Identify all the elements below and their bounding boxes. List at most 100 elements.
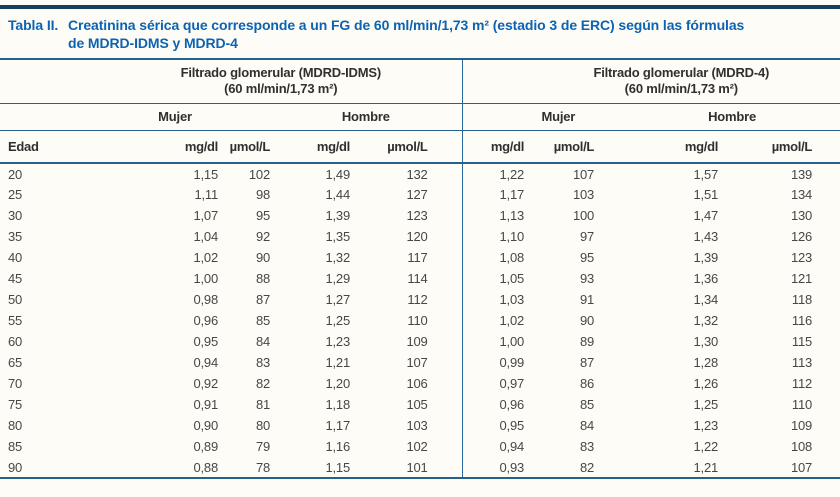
table-row: 30 1,07 95 1,39 123 1,13 100 1,47 130 <box>0 205 840 226</box>
cell-value: 130 <box>790 208 813 223</box>
cell-value: 117 <box>407 250 428 265</box>
cell-edad: 80 <box>8 418 23 433</box>
cell-value: 83 <box>255 355 270 370</box>
cell-value: 1,23 <box>325 334 350 349</box>
column-header-row: Edad mg/dl µmol/L mg/dl µmol/L mg/dl µmo… <box>0 130 840 163</box>
cell-edad: 50 <box>8 292 23 307</box>
cell-value: 89 <box>579 334 595 349</box>
cell-value: 85 <box>579 397 595 412</box>
cell-value: 79 <box>255 439 270 454</box>
cell-value: 1,22 <box>461 163 524 184</box>
group-header-mdrd-4-line1: Filtrado glomerular (MDRD-4) <box>593 65 770 81</box>
cell-edad: 90 <box>8 459 23 475</box>
cell-value: 134 <box>790 187 813 202</box>
group-header-row: Filtrado glomerular (MDRD-IDMS) (60 ml/m… <box>0 59 840 103</box>
cell-value: 84 <box>579 418 595 433</box>
cell-value: 1,17 <box>325 418 350 433</box>
cell-value: 105 <box>406 397 428 412</box>
cell-edad: 30 <box>8 208 23 223</box>
cell-value: 1,28 <box>693 355 719 370</box>
table-row: 40 1,02 90 1,32 117 1,08 95 1,39 123 <box>0 247 840 268</box>
cell-value: 0,93 <box>461 457 524 478</box>
group-header-mdrd-idms-line1: Filtrado glomerular (MDRD-IDMS) <box>180 65 382 81</box>
cell-value: 0,88 <box>193 459 218 475</box>
sex-header-hombre-idms: Hombre <box>341 109 390 124</box>
cell-value: 0,98 <box>193 292 218 307</box>
group-header-spacer <box>0 59 50 103</box>
cell-value: 139 <box>790 166 813 182</box>
cell-value: 1,49 <box>325 166 350 182</box>
cell-value: 98 <box>255 187 270 202</box>
cell-value: 82 <box>255 376 270 391</box>
cell-value: 0,96 <box>461 394 524 415</box>
table-title-line2: de MDRD-IDMS y MDRD-4 <box>68 35 238 51</box>
cell-value: 92 <box>255 229 270 244</box>
cell-value: 0,95 <box>461 415 524 436</box>
table-row: 25 1,11 98 1,44 127 1,17 103 1,51 134 <box>0 184 840 205</box>
cell-value: 1,15 <box>193 166 218 182</box>
cell-value: 1,23 <box>693 418 719 433</box>
cell-value: 116 <box>791 313 813 328</box>
cell-value: 1,25 <box>693 397 719 412</box>
cell-value: 115 <box>791 334 813 349</box>
cell-value: 109 <box>790 418 813 433</box>
cell-value: 123 <box>406 208 428 223</box>
table-row: 75 0,91 81 1,18 105 0,96 85 1,25 110 <box>0 394 840 415</box>
column-header-mgdl-1: mg/dl <box>184 138 218 154</box>
cell-value: 100 <box>572 208 595 223</box>
cell-edad: 45 <box>8 271 23 286</box>
group-header-mdrd-idms: Filtrado glomerular (MDRD-IDMS) (60 ml/m… <box>50 59 462 103</box>
cell-value: 1,43 <box>693 229 719 244</box>
cell-edad: 20 <box>8 166 23 182</box>
cell-value: 1,17 <box>461 184 524 205</box>
table-row: 90 0,88 78 1,15 101 0,93 82 1,21 107 <box>0 457 840 478</box>
table-row: 70 0,92 82 1,20 106 0,97 86 1,26 112 <box>0 373 840 394</box>
cell-value: 1,51 <box>693 187 719 202</box>
cell-value: 0,92 <box>193 376 218 391</box>
sex-header-spacer <box>0 103 50 130</box>
sex-header-hombre-mdrd4: Hombre <box>708 109 756 124</box>
cell-value: 102 <box>406 439 428 454</box>
cell-value: 102 <box>248 166 270 182</box>
cell-edad: 60 <box>8 334 23 349</box>
table-row: 65 0,94 83 1,21 107 0,99 87 1,28 113 <box>0 352 840 373</box>
cell-value: 0,89 <box>193 439 218 454</box>
cell-value: 0,99 <box>461 352 524 373</box>
cell-value: 1,00 <box>461 331 524 352</box>
cell-value: 86 <box>579 376 595 391</box>
cell-edad: 65 <box>8 355 23 370</box>
cell-value: 80 <box>255 418 270 433</box>
cell-value: 95 <box>579 250 595 265</box>
cell-value: 1,22 <box>693 439 719 454</box>
cell-value: 1,34 <box>693 292 719 307</box>
cell-value: 121 <box>790 271 813 286</box>
cell-value: 0,96 <box>193 313 218 328</box>
cell-value: 114 <box>407 271 428 286</box>
cell-value: 87 <box>579 355 595 370</box>
cell-value: 110 <box>407 313 428 328</box>
top-rule-bar <box>0 5 840 9</box>
cell-value: 106 <box>406 376 428 391</box>
cell-value: 1,36 <box>693 271 719 286</box>
cell-value: 1,03 <box>461 289 524 310</box>
cell-value: 90 <box>255 250 270 265</box>
cell-value: 1,02 <box>461 310 524 331</box>
cell-value: 132 <box>406 166 428 182</box>
cell-value: 110 <box>791 397 813 412</box>
table-row: 55 0,96 85 1,25 110 1,02 90 1,32 116 <box>0 310 840 331</box>
cell-value: 1,47 <box>693 208 719 223</box>
table-row: 45 1,00 88 1,29 114 1,05 93 1,36 121 <box>0 268 840 289</box>
cell-value: 87 <box>255 292 270 307</box>
cell-value: 127 <box>406 187 428 202</box>
cell-value: 83 <box>579 439 595 454</box>
cell-value: 103 <box>406 418 428 433</box>
table-caption: Tabla II. Creatinina sérica que correspo… <box>0 9 840 52</box>
cell-value: 1,04 <box>193 229 218 244</box>
cell-value: 88 <box>255 271 270 286</box>
sex-header-row: Mujer Hombre Mujer Hombre <box>0 103 840 130</box>
cell-value: 123 <box>790 250 813 265</box>
cell-value: 1,00 <box>193 271 218 286</box>
column-header-umol-4: µmol/L <box>771 138 813 154</box>
cell-value: 0,97 <box>461 373 524 394</box>
cell-value: 1,18 <box>325 397 350 412</box>
